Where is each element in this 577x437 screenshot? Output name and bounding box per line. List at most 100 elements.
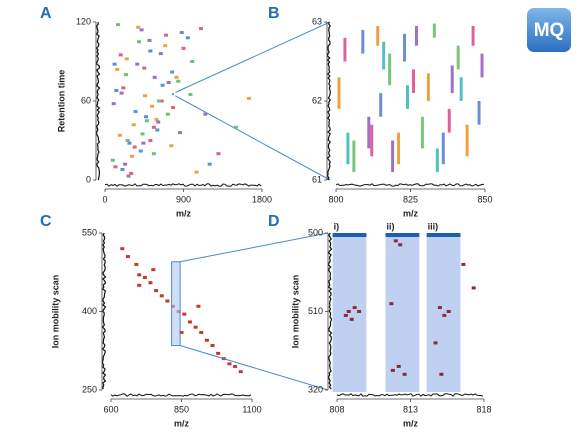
point bbox=[127, 141, 132, 145]
point bbox=[398, 243, 403, 247]
point bbox=[136, 25, 141, 29]
x-axis-title: m/z bbox=[176, 208, 192, 218]
x-profile bbox=[335, 183, 485, 187]
x-tick-label: 900 bbox=[176, 194, 191, 204]
panel: A 0 60 120 0 900 1800 m/z Retention time bbox=[40, 5, 272, 218]
point bbox=[139, 28, 144, 32]
point bbox=[165, 299, 170, 303]
point bbox=[203, 112, 208, 116]
point bbox=[174, 75, 179, 79]
point bbox=[176, 79, 181, 83]
point bbox=[114, 88, 119, 92]
y-profile bbox=[327, 232, 333, 390]
panel: B 61 62 63 800 825 850 m/z bbox=[268, 5, 493, 218]
point bbox=[150, 104, 155, 108]
point bbox=[160, 83, 165, 87]
zoom-marker bbox=[168, 90, 176, 98]
point bbox=[216, 351, 221, 355]
point bbox=[433, 341, 438, 345]
x-tick-label: 1800 bbox=[252, 194, 272, 204]
y-tick-label: 320 bbox=[308, 384, 323, 394]
x-axis-title: m/z bbox=[403, 208, 419, 218]
point bbox=[199, 330, 204, 334]
point bbox=[123, 73, 128, 77]
point bbox=[111, 102, 116, 106]
point bbox=[166, 81, 171, 85]
point bbox=[246, 96, 251, 100]
point bbox=[193, 325, 198, 329]
point bbox=[126, 174, 131, 178]
point bbox=[123, 162, 128, 166]
point bbox=[115, 67, 120, 71]
y-tick-label: 510 bbox=[308, 306, 323, 316]
point bbox=[349, 317, 354, 321]
y-tick-label: 500 bbox=[308, 227, 323, 237]
point bbox=[135, 62, 140, 66]
region-label: iii) bbox=[428, 221, 439, 231]
point bbox=[144, 119, 149, 123]
point bbox=[151, 152, 156, 156]
point bbox=[165, 112, 170, 116]
point bbox=[124, 57, 129, 61]
point bbox=[147, 38, 152, 42]
point bbox=[119, 91, 124, 95]
point bbox=[125, 255, 130, 259]
x-axis-title: m/z bbox=[174, 418, 190, 428]
y-tick-label: 60 bbox=[81, 95, 91, 105]
zoom-link bbox=[171, 93, 331, 181]
point bbox=[233, 364, 238, 368]
x-tick-label: 600 bbox=[103, 404, 118, 414]
y-tick-label: 120 bbox=[76, 16, 91, 26]
panel-letter: D bbox=[268, 213, 280, 230]
region-bar bbox=[426, 233, 461, 237]
region-band bbox=[426, 233, 461, 392]
point bbox=[164, 33, 169, 37]
point bbox=[116, 23, 121, 27]
point bbox=[194, 170, 199, 174]
x-tick-label: 1100 bbox=[242, 404, 261, 414]
x-tick-label: 813 bbox=[403, 404, 418, 414]
zoom-link bbox=[171, 21, 331, 95]
point bbox=[143, 94, 148, 98]
point bbox=[158, 52, 163, 56]
y-tick-label: 250 bbox=[82, 384, 97, 394]
point bbox=[198, 27, 203, 31]
point bbox=[238, 370, 243, 374]
zoom-link bbox=[179, 232, 329, 263]
point bbox=[141, 141, 146, 145]
point bbox=[121, 86, 126, 90]
x-tick-label: 818 bbox=[476, 404, 491, 414]
point bbox=[159, 294, 164, 298]
x-profile bbox=[336, 393, 484, 397]
y-axis-title: Retention time bbox=[56, 70, 66, 133]
point bbox=[143, 115, 148, 119]
point bbox=[137, 40, 142, 44]
region-band bbox=[385, 233, 420, 392]
point bbox=[207, 162, 212, 166]
region-bar bbox=[332, 233, 367, 237]
panel-letter: C bbox=[40, 213, 52, 230]
point bbox=[390, 368, 395, 372]
point bbox=[182, 312, 187, 316]
point bbox=[396, 364, 401, 368]
point bbox=[151, 268, 156, 272]
point bbox=[216, 152, 221, 156]
x-tick-label: 825 bbox=[403, 194, 418, 204]
y-tick-label: 550 bbox=[82, 227, 97, 237]
point bbox=[134, 262, 139, 266]
point bbox=[188, 92, 193, 96]
x-tick-label: 850 bbox=[174, 404, 189, 414]
point bbox=[352, 306, 357, 310]
point bbox=[196, 304, 201, 308]
point bbox=[154, 117, 159, 121]
point bbox=[130, 154, 135, 158]
point bbox=[113, 165, 118, 169]
y-profile bbox=[326, 21, 332, 181]
point bbox=[137, 283, 142, 287]
point bbox=[210, 344, 215, 348]
region-label: i) bbox=[334, 221, 340, 231]
point bbox=[233, 125, 238, 129]
panel-letter: B bbox=[268, 5, 280, 22]
point bbox=[118, 53, 123, 57]
